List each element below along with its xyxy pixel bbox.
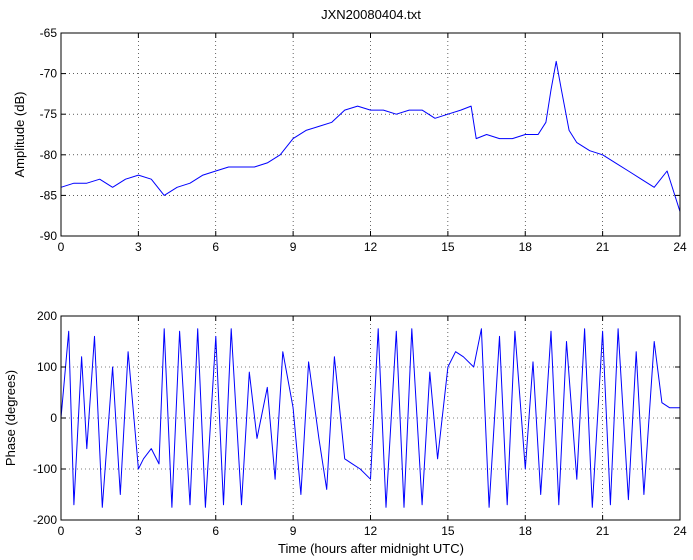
amplitude-y-tick-label: -75 — [40, 107, 58, 121]
phase-axes-box — [60, 315, 681, 521]
phase-x-tick-label: 21 — [596, 524, 610, 538]
amplitude-x-tick-label: 9 — [290, 240, 297, 254]
amplitude-x-tick-label: 12 — [364, 240, 378, 254]
phase-y-tick-label: 0 — [50, 411, 57, 425]
phase-y-tick-label: -100 — [33, 462, 57, 476]
figure-title: JXN20080404.txt — [321, 7, 421, 22]
amplitude-series-line — [60, 60, 681, 212]
amplitude-y-tick-label: -90 — [40, 229, 58, 243]
phase-x-tick-label: 15 — [441, 524, 455, 538]
amplitude-x-tick-label: 21 — [596, 240, 610, 254]
phase-x-tick-label: 18 — [519, 524, 533, 538]
phase-panel: 0 3 6 9 12 15 18 21 24 -200 -100 0 100 200 Phase (deg… — [3, 309, 687, 556]
phase-ticks: 0 3 6 9 12 15 18 21 24 -200 -100 0 100 200 — [33, 309, 687, 538]
phase-y-tick-label: -200 — [33, 513, 57, 527]
phase-x-tick-label: 9 — [290, 524, 297, 538]
phase-series-line — [60, 328, 680, 508]
amplitude-x-tick-label: 3 — [135, 240, 142, 254]
amplitude-ticks: 0 3 6 9 12 15 18 21 24 -90 -85 -80 -75 -70 -65 — [40, 26, 687, 254]
phase-y-axis-label: Phase (degrees) — [3, 370, 18, 466]
amplitude-axes-box — [60, 32, 681, 237]
amplitude-x-tick-label: 15 — [441, 240, 455, 254]
phase-x-tick-label: 3 — [135, 524, 142, 538]
amplitude-y-tick-label: -85 — [40, 188, 58, 202]
amplitude-x-tick-label: 0 — [58, 240, 65, 254]
phase-x-tick-label: 6 — [212, 524, 219, 538]
phase-x-axis-label: Time (hours after midnight UTC) — [278, 541, 464, 556]
amplitude-y-tick-label: -65 — [40, 26, 58, 40]
phase-series — [60, 328, 680, 508]
phase-x-tick-label: 24 — [673, 524, 687, 538]
amplitude-panel: 0 3 6 9 12 15 18 21 24 -90 -85 -80 -75 -70 -65 Amplitu… — [12, 26, 687, 254]
amplitude-y-tick-label: -80 — [40, 148, 58, 162]
phase-x-tick-label: 0 — [58, 524, 65, 538]
amplitude-x-tick-label: 24 — [673, 240, 687, 254]
phase-y-tick-label: 200 — [37, 309, 57, 323]
amplitude-y-axis-label: Amplitude (dB) — [12, 92, 27, 178]
phase-y-tick-label: 100 — [37, 360, 57, 374]
amplitude-x-tick-label: 18 — [519, 240, 533, 254]
amplitude-series — [60, 60, 681, 212]
amplitude-y-tick-label: -70 — [40, 67, 58, 81]
phase-x-tick-label: 12 — [364, 524, 378, 538]
amplitude-x-tick-label: 6 — [212, 240, 219, 254]
